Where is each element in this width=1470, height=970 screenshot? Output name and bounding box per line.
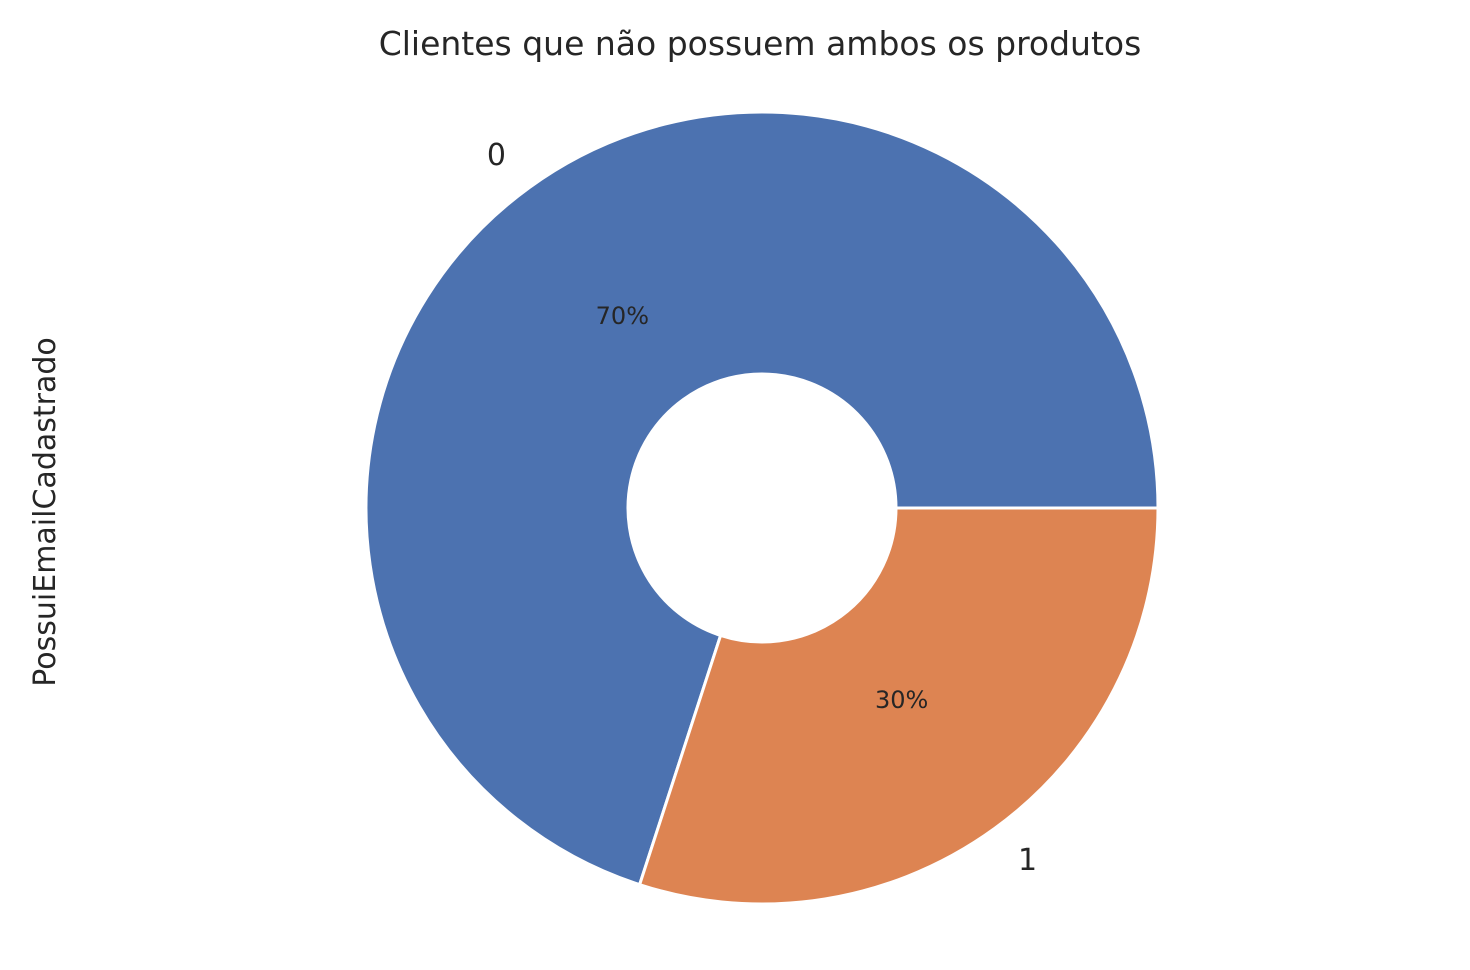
labels-group: 70% 0 30% 1 [487,138,1037,878]
category-label-1: 1 [1018,843,1037,878]
category-label-0: 0 [487,138,506,173]
pct-label-1: 30% [875,686,928,714]
pct-label-0: 70% [596,302,649,330]
pie-slice-0 [364,110,1160,887]
pie-slice-1 [638,506,1160,906]
chart-title: Clientes que não possuem ambos os produt… [379,24,1142,63]
slices-group [364,110,1160,906]
y-axis-label: PossuiEmailCadastrado [28,337,63,686]
